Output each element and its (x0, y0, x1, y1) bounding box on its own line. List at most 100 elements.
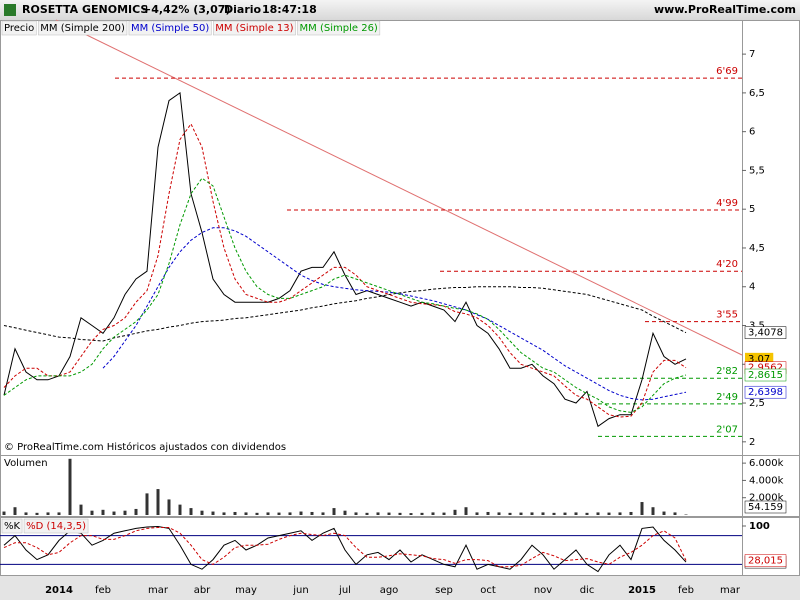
y-tick-label: 5,5 (749, 165, 765, 176)
volume-bar (288, 512, 292, 515)
last-value-text: 28,015 (748, 556, 783, 567)
level-label: 2'07 (716, 424, 738, 435)
volume-bar (167, 499, 171, 515)
x-tick-label: dic (580, 585, 595, 596)
y-tick-label: 4,5 (749, 243, 765, 254)
level-label: 6'69 (716, 66, 738, 77)
x-tick-label: mar (720, 585, 741, 596)
volume-bar (233, 511, 237, 515)
level-label: 4'99 (716, 198, 738, 209)
volume-bar (35, 512, 39, 515)
volume-bar (112, 511, 116, 515)
y-tick-label: 2 (749, 437, 755, 448)
volume-bar (156, 489, 160, 515)
volume-bar (442, 512, 446, 515)
time-axis (0, 576, 800, 600)
x-tick-label: 2015 (628, 585, 656, 596)
plot-area (3, 92, 687, 428)
volume-bar (134, 508, 138, 515)
volume-bar (475, 512, 479, 515)
y-tick-label: 3,5 (749, 321, 765, 332)
last-value-box (744, 500, 787, 514)
volume-bar (321, 512, 325, 515)
volume-bar (178, 504, 182, 515)
volume-bar (629, 511, 633, 515)
level-label: 4'20 (716, 259, 738, 270)
level-label: 2'49 (716, 392, 738, 403)
volume-bar (310, 511, 314, 515)
volume-bar (420, 512, 424, 515)
volume-bar (123, 510, 127, 515)
volume-bar (376, 512, 380, 515)
level-label: 3'55 (716, 310, 738, 321)
series-line (3, 177, 687, 413)
x-tick-label: jun (292, 585, 308, 596)
volume-bar (530, 512, 534, 515)
volume-bar (90, 510, 94, 515)
volume-bar (508, 512, 512, 515)
header-bar (0, 0, 800, 20)
x-tick-label: 2014 (45, 585, 73, 596)
y-tick-label: 6 (749, 127, 755, 138)
volume-bar (552, 512, 556, 515)
series-line (3, 525, 687, 573)
y-tick-label: 6,5 (749, 88, 765, 99)
x-tick-label: nov (534, 585, 552, 596)
last-value-text: 2,9562 (748, 363, 783, 374)
last-value-label: 2,8615 (744, 368, 787, 382)
legend-box (1, 518, 23, 534)
volume-bar (211, 511, 215, 515)
trend-line (55, 19, 743, 356)
y-tick-label: 2,5 (749, 398, 765, 409)
x-tick-label: mar (148, 585, 169, 596)
series-line (3, 286, 687, 342)
last-value-label: 28,015 (744, 554, 787, 567)
volume-bar (2, 511, 6, 515)
x-tick-label: sep (435, 585, 453, 596)
legend-entry: Precio (4, 23, 34, 34)
volume-bar (365, 512, 369, 515)
app-icon (4, 4, 16, 16)
x-tick-label: oct (480, 585, 496, 596)
volume-bar (563, 512, 567, 515)
legend-entry: %K (4, 521, 21, 532)
volume-bar (387, 512, 391, 515)
volume-bar (607, 512, 611, 515)
legend-entry: MM (Simple 50) (131, 23, 209, 34)
last-value-box (744, 368, 787, 382)
y-tick-label: 2.000k (749, 493, 784, 504)
volume-bar (673, 512, 677, 515)
y-tick-label: 6.000k (749, 458, 784, 469)
volume-bar (574, 512, 578, 515)
volume-bar (618, 512, 622, 515)
series-line (102, 227, 687, 401)
volume-bar (46, 512, 50, 515)
level-label: 2'82 (716, 366, 738, 377)
volume-bar (585, 512, 589, 515)
last-value-label: 3,4078 (744, 326, 787, 339)
footnote: © ProRealTime.com Históricos ajustados c… (4, 441, 286, 453)
x-tick-label: feb (95, 585, 111, 596)
volume-bar (662, 511, 666, 515)
volume-bar (222, 512, 226, 515)
volume-bar (299, 511, 303, 515)
y-tick-label: 100 (749, 521, 770, 532)
volume-bar (332, 508, 336, 515)
legend-box (1, 20, 37, 36)
legend-entry: %D (14,3,5) (26, 521, 86, 532)
last-value-label: 54.159 (744, 500, 787, 514)
instrument-name: ROSETTA GENOMICS (22, 3, 148, 16)
price-panel (0, 20, 800, 456)
volume-bar (497, 512, 501, 515)
volume-bar (200, 510, 204, 515)
last-value-box (744, 385, 787, 399)
legend-entry: MM (Simple 200) (40, 23, 125, 34)
last-value-text: 54.159 (748, 502, 783, 513)
volume-bar (101, 509, 105, 515)
volume-bar (266, 512, 270, 515)
volume-bar (354, 512, 358, 515)
last-value-text: 2,6398 (748, 387, 783, 398)
series-line (3, 122, 687, 418)
